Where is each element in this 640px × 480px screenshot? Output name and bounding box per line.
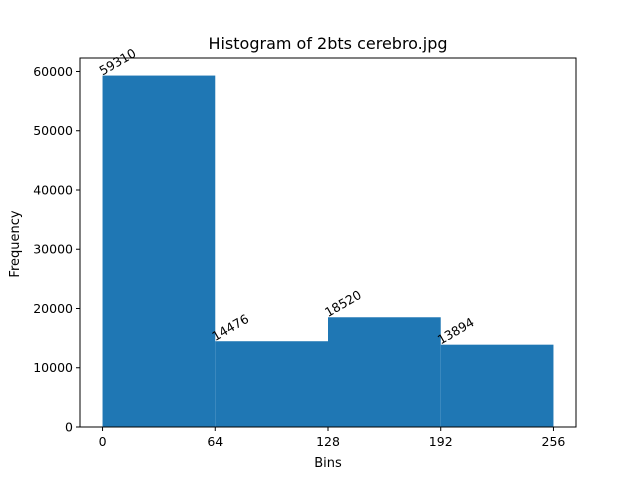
x-tick-label-2: 128 — [316, 434, 340, 449]
bars-group — [102, 75, 554, 428]
x-tick-label-1: 64 — [207, 434, 223, 449]
x-tick-label-4: 256 — [542, 434, 566, 449]
x-tick-label-0: 0 — [99, 434, 107, 449]
bar-value-label-0: 59310 — [97, 45, 139, 78]
bar-value-label-1: 14476 — [209, 311, 251, 344]
histogram-bar-1 — [215, 341, 328, 427]
chart-title: Histogram of 2bts cerebro.jpg — [208, 34, 447, 53]
x-tick-label-3: 192 — [429, 434, 453, 449]
y-tick-label-5: 50000 — [33, 123, 73, 138]
y-tick-label-2: 20000 — [33, 301, 73, 316]
histogram-bar-0 — [102, 75, 216, 428]
histogram-bar-3 — [440, 344, 554, 427]
y-tick-label-0: 0 — [65, 420, 73, 435]
y-tick-label-4: 40000 — [33, 182, 73, 197]
y-tick-label-1: 10000 — [33, 360, 73, 375]
histogram-bar-2 — [328, 317, 441, 427]
y-axis-label: Frequency — [8, 210, 23, 277]
axes-frame — [79, 57, 577, 428]
y-tick-label-6: 60000 — [33, 64, 73, 79]
bar-value-label-3: 13894 — [435, 314, 477, 347]
y-tick-label-3: 30000 — [33, 242, 73, 257]
x-axis-label: Bins — [314, 456, 342, 471]
bar-value-label-2: 18520 — [322, 287, 364, 320]
ticks-group: 0 64 128 192 256 0 10000 20000 30000 40000 50000 60… — [33, 64, 565, 449]
